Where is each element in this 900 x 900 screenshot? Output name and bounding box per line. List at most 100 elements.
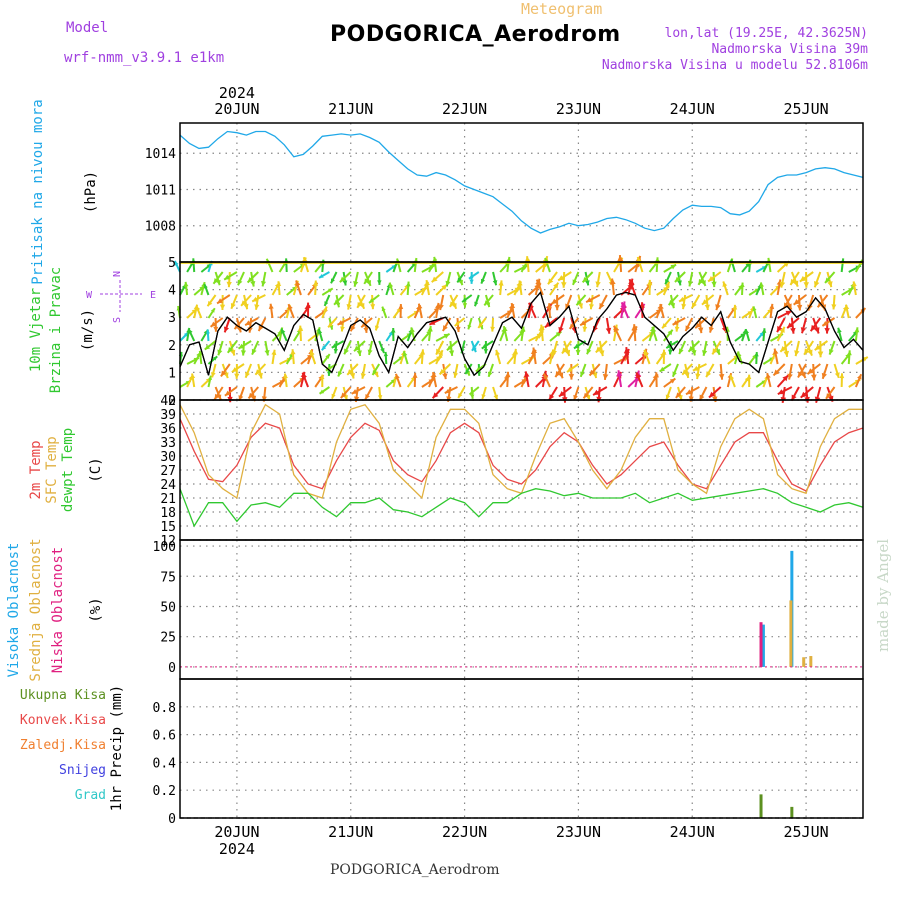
- wind-arrow-head: [780, 345, 787, 352]
- wind-arrow-head: [578, 303, 583, 309]
- wind-arrow-head: [782, 375, 789, 382]
- wind-arrow-head: [354, 345, 360, 352]
- wind-arrow-head: [834, 372, 840, 378]
- wind-arrow-head: [531, 347, 538, 354]
- wind-arrow-head: [565, 303, 571, 310]
- y-tick-label: 75: [160, 570, 176, 585]
- wind-arrow-head: [226, 281, 232, 288]
- wind-arrow-head: [803, 282, 810, 288]
- wind-arrow-head: [679, 348, 684, 354]
- wind-arrow-head: [800, 327, 807, 334]
- wind-arrow-head: [659, 366, 665, 372]
- wind-arrow-head: [569, 323, 575, 329]
- wind-arrow-head: [432, 392, 439, 399]
- wind-arrow-head: [814, 344, 821, 351]
- wind-arrow-head: [647, 279, 653, 286]
- wind-arrow-head: [366, 280, 372, 286]
- wind-arrow-head: [759, 282, 765, 288]
- wind-arrow-head: [243, 303, 249, 310]
- wind-arrow-head: [807, 368, 814, 375]
- wind-arrow-head: [377, 395, 383, 400]
- wind-arrow-head: [551, 298, 558, 305]
- wind-arrow-head: [684, 372, 690, 378]
- y-tick-label: 1008: [145, 220, 176, 235]
- wind-arrow-head: [346, 304, 352, 310]
- wind-arrow-head: [258, 325, 264, 332]
- wind-arrow-head: [765, 373, 771, 379]
- wind-arrow-head: [477, 371, 482, 376]
- wind-arrow-head: [370, 304, 376, 310]
- wind-arrow-head: [799, 275, 807, 282]
- wind-arrow-head: [572, 279, 578, 285]
- wind-arrow-head: [333, 348, 338, 354]
- wind-arrow-head: [817, 351, 824, 358]
- y-tick-label: 100: [153, 540, 176, 555]
- wind-arrow-head: [704, 304, 710, 311]
- wind-arrow-head: [230, 302, 236, 309]
- wind-arrow-head: [324, 301, 329, 306]
- wind-arrow-head: [544, 321, 551, 328]
- model-label: Model: [66, 20, 109, 36]
- wind-arrow-head: [474, 301, 479, 307]
- wind-arrow-head: [318, 329, 323, 334]
- y-tick-label: 1014: [145, 147, 176, 162]
- wind-arrow-head: [682, 369, 688, 375]
- model-elevation-label: Nadmorska Visina u modelu 52.8106m: [601, 58, 868, 73]
- wind-arrow-head: [287, 304, 293, 310]
- wind-arrow-head: [470, 394, 475, 399]
- wind-arrow-head: [754, 352, 759, 357]
- y-tick-label: 36: [160, 422, 176, 437]
- wind-arrow-head: [347, 369, 353, 375]
- wind-arrow-head: [825, 277, 831, 283]
- wind-arrow-head: [490, 326, 495, 332]
- wind-arrow-head: [283, 373, 288, 379]
- wind-arrow-head: [290, 349, 296, 355]
- wind-arrow-head: [616, 370, 623, 377]
- wind-arrow-head: [666, 343, 672, 349]
- wind-arrow-head: [662, 323, 668, 329]
- wind-arrow-head: [313, 280, 319, 286]
- wind-arrow-head: [204, 344, 211, 350]
- wind-arrow-head: [219, 304, 226, 310]
- wind-arrow-head: [374, 325, 380, 331]
- wind-arrow-head: [794, 350, 800, 357]
- wind-arrow-head: [837, 327, 842, 333]
- wind-arrow-head: [595, 346, 602, 353]
- wind-arrow-head: [340, 326, 345, 332]
- wind-arrow-head: [188, 328, 193, 334]
- wind-arrow-head: [350, 325, 356, 332]
- wind-arrow-head: [653, 372, 660, 378]
- wind-arrow-head: [839, 373, 845, 379]
- wind-arrow-head: [759, 331, 764, 337]
- wind-arrow-head: [350, 372, 356, 379]
- y-tick-label: 3: [168, 311, 176, 326]
- wind-arrow-head: [675, 392, 682, 398]
- wind-arrow-head: [523, 371, 530, 378]
- year-label-bottom: 2024: [219, 840, 255, 858]
- wind-arrow-head: [205, 329, 210, 334]
- wind-arrow-head: [453, 372, 459, 378]
- wind-arrow-head: [831, 304, 837, 310]
- wind-arrow-head: [715, 348, 720, 355]
- wind-speed-line: [179, 291, 864, 377]
- wind-arrow-head: [695, 373, 701, 380]
- text-layer: 1008101110140123451215182124273033363942…: [6, 84, 829, 858]
- wind-arrow-head: [824, 328, 830, 334]
- wind-arrow-head: [436, 348, 442, 355]
- wind-arrow-head: [207, 300, 213, 307]
- wind-arrow-head: [261, 396, 267, 402]
- wind-arrow-head: [323, 306, 328, 312]
- wind-arrow-head: [469, 279, 474, 284]
- wind-arrow-head: [431, 276, 438, 283]
- y-tick-label: 0: [168, 812, 176, 827]
- wind-arrow-head: [722, 281, 728, 287]
- footer-station: PODGORICA_Aerodrom: [330, 862, 500, 878]
- wind-arrow-head: [359, 302, 365, 309]
- wind-arrow-head: [301, 372, 307, 379]
- wind-arrow-head: [549, 394, 555, 401]
- lonlat-label: lon,lat (19.25E, 42.3625N): [664, 26, 869, 41]
- wind-arrow-head: [442, 373, 448, 380]
- wind-arrow-head: [800, 391, 807, 398]
- wind-arrow-head: [484, 300, 490, 306]
- elevation-label: Nadmorska Visina 39m: [711, 42, 868, 57]
